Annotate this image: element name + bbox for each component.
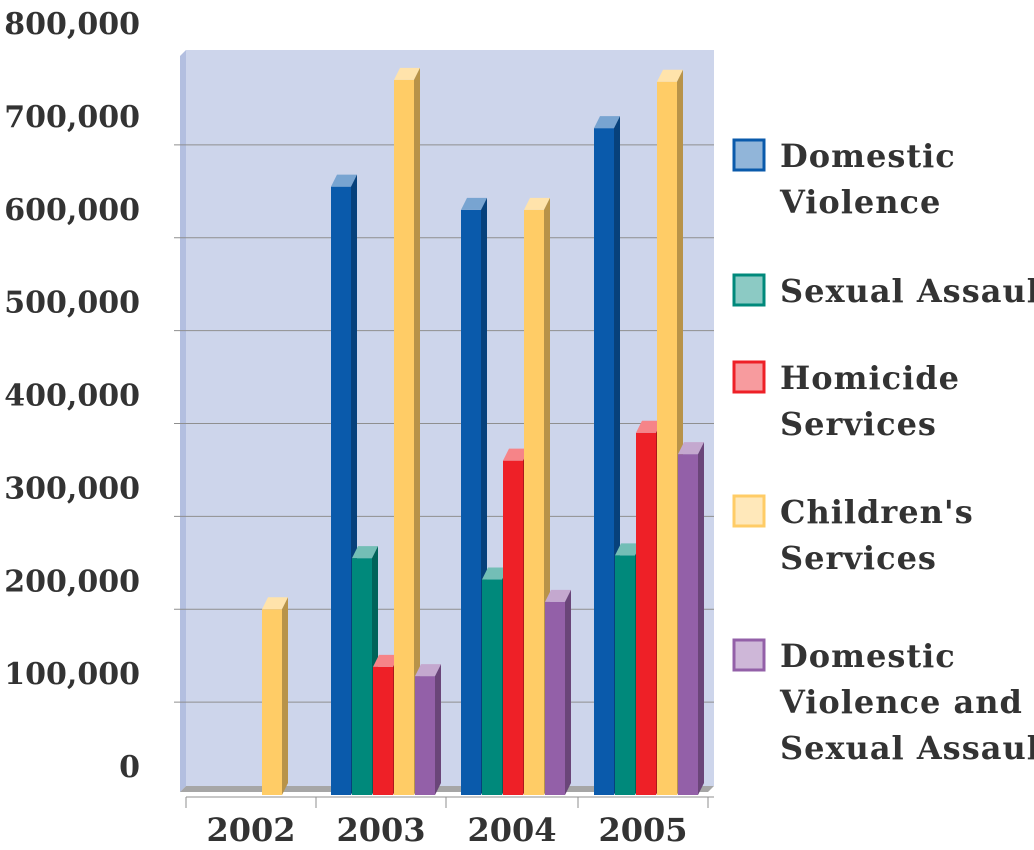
y-tick-label: 400,000 bbox=[4, 379, 140, 414]
bar-top bbox=[678, 442, 704, 455]
bar-top bbox=[636, 420, 662, 433]
y-tick-label: 100,000 bbox=[4, 657, 140, 692]
legend-item: Domestic Violence bbox=[732, 137, 956, 221]
bar-front bbox=[352, 558, 372, 795]
y-tick-label: 500,000 bbox=[4, 286, 140, 321]
bar-side bbox=[414, 67, 420, 796]
legend-swatch bbox=[732, 360, 766, 394]
bar-top bbox=[524, 197, 550, 210]
bar-front bbox=[657, 81, 677, 796]
bar-front bbox=[262, 609, 282, 795]
bar-front bbox=[394, 79, 414, 796]
legend-label: Domestic Violence and Sexual Assault bbox=[779, 637, 1034, 767]
bar-top bbox=[482, 567, 508, 580]
bar bbox=[545, 589, 571, 795]
legend-label: Sexual Assault bbox=[780, 272, 1034, 310]
y-tick-label: 200,000 bbox=[4, 564, 140, 599]
bar bbox=[394, 67, 420, 796]
legend-swatch bbox=[732, 273, 766, 307]
y-axis-ticks: 0 100,000 200,000 300,000 400,000 500,000 600,… bbox=[4, 7, 140, 785]
x-tick-label: 2002 bbox=[206, 811, 295, 845]
legend-label: Children's Services bbox=[780, 493, 974, 577]
bar-front bbox=[461, 209, 481, 795]
bar-front bbox=[415, 676, 435, 795]
bar-top bbox=[394, 67, 420, 80]
bar-front bbox=[524, 209, 544, 795]
legend-swatch bbox=[732, 494, 766, 528]
bar-front bbox=[678, 454, 698, 795]
bars bbox=[262, 67, 704, 796]
x-tick-label: 2004 bbox=[467, 811, 556, 845]
legend-label: Homicide Services bbox=[780, 359, 960, 443]
bar-top bbox=[503, 448, 529, 461]
bar bbox=[262, 597, 288, 795]
y-tick-label: 800,000 bbox=[4, 7, 140, 42]
bar-top bbox=[373, 654, 399, 667]
bar bbox=[415, 664, 441, 795]
bar-top bbox=[657, 69, 683, 82]
legend-item: Sexual Assault bbox=[732, 272, 1034, 310]
bar-front bbox=[482, 579, 502, 795]
bar-front bbox=[636, 432, 656, 795]
bar-top bbox=[262, 597, 288, 610]
y-tick-label: 700,000 bbox=[4, 100, 140, 135]
bar-top bbox=[415, 664, 441, 677]
bar-side bbox=[435, 664, 441, 795]
bar-front bbox=[503, 460, 523, 795]
legend-label: Domestic Violence bbox=[779, 137, 956, 221]
bar-top bbox=[545, 589, 571, 602]
bar-front bbox=[331, 186, 351, 795]
legend: Domestic Violence Sexual Assault Homicide Se… bbox=[732, 137, 1034, 767]
bar bbox=[678, 442, 704, 795]
x-tick-label: 2005 bbox=[598, 811, 687, 845]
x-axis: 2002 2003 2004 2005 bbox=[185, 796, 714, 849]
bar-top bbox=[461, 197, 487, 210]
bar-top bbox=[331, 174, 357, 187]
legend-swatch bbox=[732, 638, 766, 672]
bar-top bbox=[615, 543, 641, 556]
y-tick-label: 0 bbox=[119, 750, 140, 785]
plot-left-wall bbox=[180, 50, 186, 792]
bar-front bbox=[615, 555, 635, 795]
bar-front bbox=[545, 601, 565, 795]
bar-side bbox=[282, 597, 288, 795]
legend-item: Children's Services bbox=[732, 493, 974, 577]
y-tick-label: 600,000 bbox=[4, 193, 140, 228]
bar-front bbox=[594, 128, 614, 796]
legend-item: Homicide Services bbox=[732, 359, 960, 443]
y-tick-label: 300,000 bbox=[4, 471, 140, 506]
legend-item: Domestic Violence and Sexual Assault bbox=[732, 637, 1034, 767]
legend-swatch bbox=[732, 138, 766, 172]
x-tick-label: 2003 bbox=[336, 811, 425, 845]
bar-top bbox=[594, 116, 620, 129]
bar-front bbox=[373, 666, 393, 795]
bar-top bbox=[352, 546, 378, 559]
bar-side bbox=[565, 589, 571, 795]
bar-side bbox=[698, 442, 704, 795]
plot-floor bbox=[180, 786, 714, 792]
